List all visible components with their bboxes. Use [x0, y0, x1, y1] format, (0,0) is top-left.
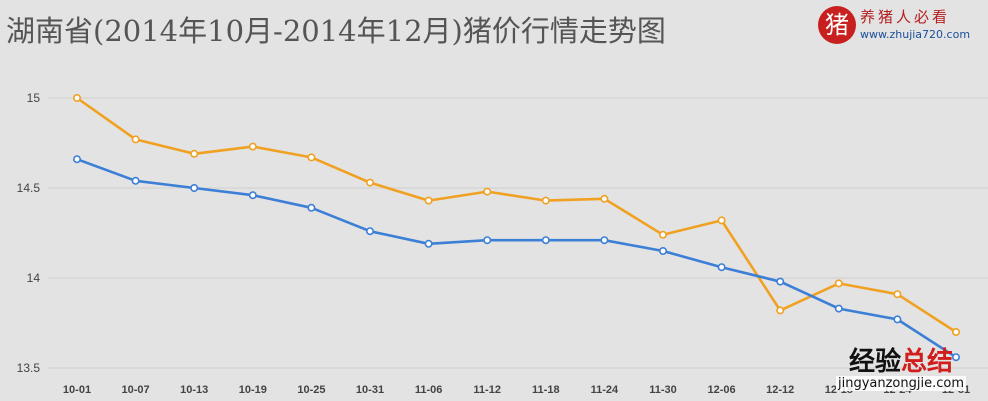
data-point — [424, 196, 433, 205]
data-point — [483, 187, 492, 196]
data-point — [658, 230, 667, 239]
data-point — [893, 290, 902, 299]
data-point — [717, 216, 726, 225]
data-point — [776, 306, 785, 315]
data-point — [717, 263, 726, 272]
data-point — [951, 353, 960, 362]
data-point — [307, 153, 316, 162]
series-line — [76, 157, 957, 359]
data-point — [834, 304, 843, 313]
watermark: 经验总结 jingyanzongjie.com — [835, 348, 966, 391]
x-tick-label: 11-30 — [649, 384, 677, 396]
data-point — [190, 184, 199, 193]
watermark-url: jingyanzongjie.com — [835, 376, 966, 391]
data-point — [307, 203, 316, 212]
watermark-title: 经验总结 — [836, 348, 966, 376]
x-tick-label: 11-12 — [473, 384, 501, 396]
data-point — [248, 142, 257, 151]
data-point — [776, 277, 785, 286]
logo-brand-text: 养猪人必看 — [860, 8, 951, 26]
data-point — [424, 239, 433, 248]
data-point — [365, 178, 374, 187]
logo-url-text: www.zhujia720.com — [860, 28, 971, 41]
y-axis: 15 14.5 14 13.5 — [17, 91, 41, 375]
x-tick-label: 11-24 — [591, 384, 619, 396]
site-logo[interactable]: 猪 养猪人必看 www.zhujia720.com — [818, 4, 978, 50]
chart-title: 湖南省(2014年10月-2014年12月)猪价行情走势图 — [6, 14, 666, 48]
data-point — [131, 176, 140, 185]
y-tick-label: 14.5 — [17, 181, 41, 195]
data-point — [73, 155, 82, 164]
data-point — [190, 149, 199, 158]
y-tick-label: 13.5 — [17, 361, 41, 375]
data-point — [834, 279, 843, 288]
x-tick-label: 11-18 — [532, 384, 560, 396]
data-point — [541, 236, 550, 245]
x-tick-label: 10-31 — [356, 384, 384, 396]
x-tick-label: 10-25 — [297, 384, 325, 396]
data-point — [951, 327, 960, 336]
x-tick-label: 12-12 — [766, 384, 794, 396]
data-point — [365, 227, 374, 236]
x-tick-label: 12-06 — [708, 384, 736, 396]
x-tick-label: 10-19 — [239, 384, 267, 396]
pig-logo-icon: 猪 — [818, 6, 856, 44]
watermark-accent-text: 总结 — [900, 347, 953, 377]
data-point — [131, 135, 140, 144]
y-tick-label: 14 — [27, 271, 41, 285]
grid-layer — [48, 97, 988, 369]
data-point — [600, 236, 609, 245]
series-layer — [73, 94, 960, 362]
data-point — [893, 315, 902, 324]
series-0 — [73, 94, 960, 336]
x-tick-label: 10-13 — [180, 384, 208, 396]
x-tick-label: 11-06 — [415, 384, 443, 396]
watermark-main-text: 经验 — [848, 347, 901, 377]
data-point — [541, 196, 550, 205]
x-tick-label: 10-07 — [122, 384, 150, 396]
data-point — [658, 247, 667, 256]
data-point — [483, 236, 492, 245]
data-point — [73, 94, 82, 103]
y-tick-label: 15 — [27, 91, 41, 105]
series-1 — [73, 155, 960, 362]
data-point — [248, 191, 257, 200]
data-point — [600, 194, 609, 203]
series-line — [76, 96, 957, 334]
x-tick-label: 10-01 — [63, 384, 91, 396]
x-axis: 10-01 10-07 10-13 10-19 10-25 10-31 11-06 11-12… — [63, 384, 970, 396]
